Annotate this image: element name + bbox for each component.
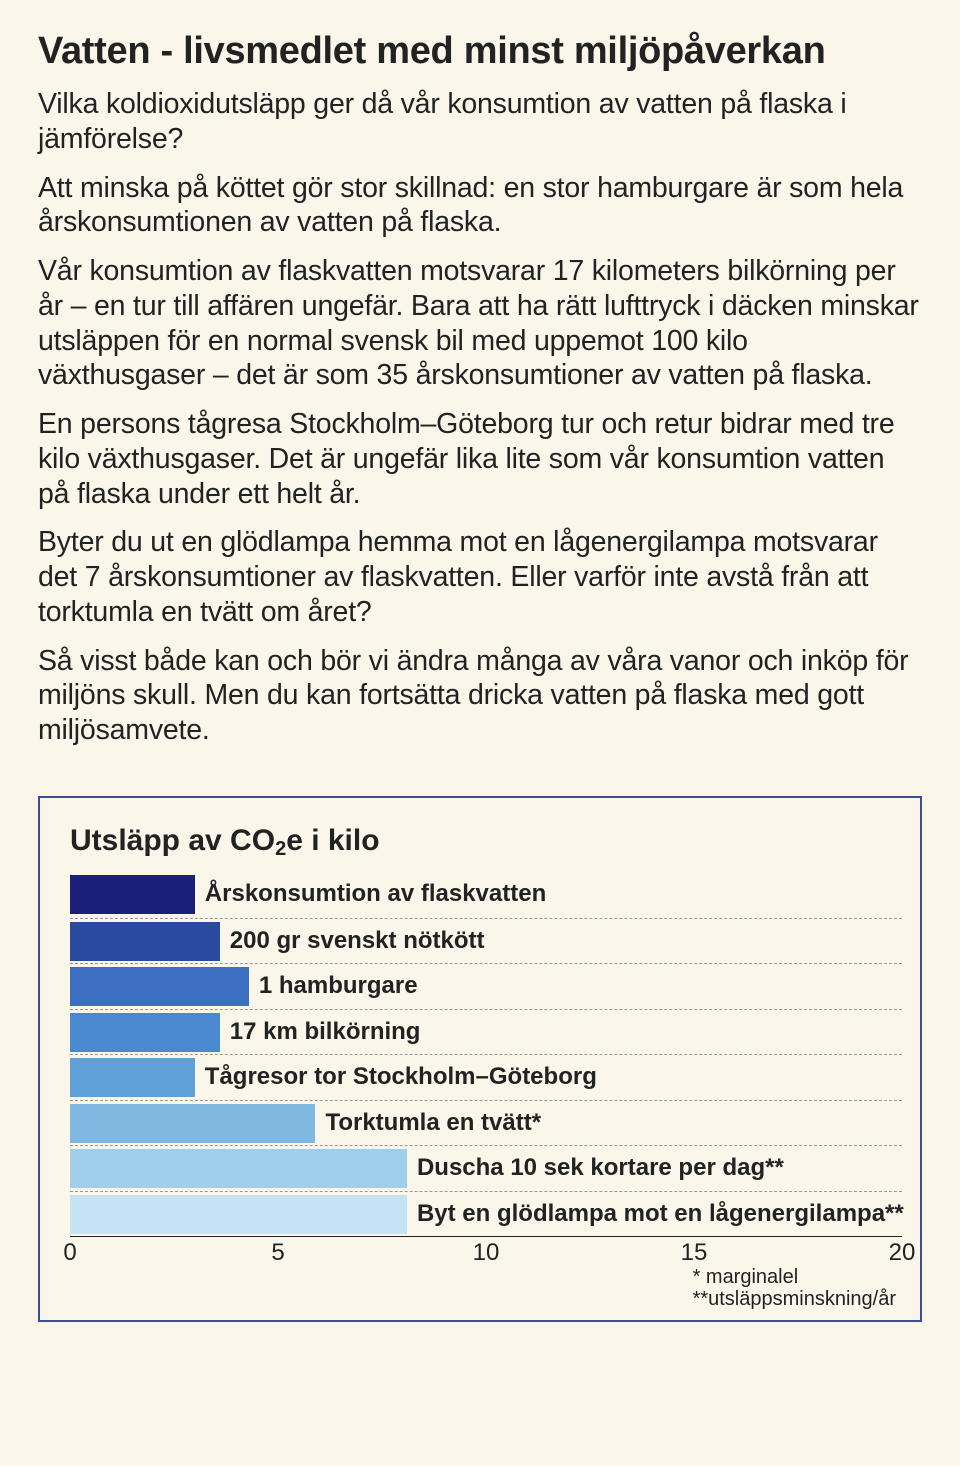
paragraph: Vilka koldioxidutsläpp ger då vår konsum… <box>38 87 922 157</box>
chart-plot-area: Årskonsumtion av flaskvatten 200 gr svens… <box>70 872 902 1272</box>
chart-title-prefix: Utsläpp av CO <box>70 824 275 857</box>
bar-label: Byt en glödlampa mot en lågenergilampa** <box>417 1200 904 1228</box>
body-text: Vilka koldioxidutsläpp ger då vår konsum… <box>38 87 922 748</box>
bar-row: Byt en glödlampa mot en lågenergilampa** <box>70 1191 902 1237</box>
chart-footnotes: * marginalel **utsläppsminskning/år <box>693 1266 896 1310</box>
page-title: Vatten - livsmedlet med minst miljöpåver… <box>38 30 922 73</box>
bar-label: Årskonsumtion av flaskvatten <box>205 880 546 908</box>
bar <box>70 1058 195 1097</box>
paragraph: Så visst både kan och bör vi ändra många… <box>38 644 922 748</box>
bar <box>70 922 220 961</box>
paragraph: Byter du ut en glödlampa hemma mot en lå… <box>38 525 922 629</box>
bar <box>70 1104 315 1143</box>
x-tick: 15 <box>681 1239 708 1267</box>
paragraph: Att minska på köttet gör stor skillnad: … <box>38 171 922 241</box>
bar-row: Torktumla en tvätt* <box>70 1100 902 1146</box>
bar-row: 1 hamburgare <box>70 963 902 1009</box>
paragraph: En persons tågresa Stockholm–Göteborg tu… <box>38 407 922 511</box>
bar-row: 17 km bilkörning <box>70 1009 902 1055</box>
bar-label: 17 km bilkörning <box>230 1018 421 1046</box>
footnote: **utsläppsminskning/år <box>693 1288 896 1310</box>
chart-title: Utsläpp av CO2e i kilo <box>70 824 896 858</box>
bar-row: Duscha 10 sek kortare per dag** <box>70 1145 902 1191</box>
bar-label: Tågresor tor Stockholm–Göteborg <box>205 1063 597 1091</box>
bar-label: Duscha 10 sek kortare per dag** <box>417 1154 784 1182</box>
bar-label: 1 hamburgare <box>259 972 418 1000</box>
bar-row: Tågresor tor Stockholm–Göteborg <box>70 1054 902 1100</box>
co2-chart: Utsläpp av CO2e i kilo Årskonsumtion av … <box>38 796 922 1322</box>
x-tick: 5 <box>271 1239 284 1267</box>
bar <box>70 967 249 1006</box>
x-tick: 0 <box>63 1239 76 1267</box>
bar-row: 200 gr svenskt nötkött <box>70 918 902 964</box>
chart-title-suffix: e i kilo <box>286 824 379 857</box>
bar-row: Årskonsumtion av flaskvatten <box>70 872 902 918</box>
footnote: * marginalel <box>693 1266 896 1288</box>
bar-label: Torktumla en tvätt* <box>325 1109 541 1137</box>
chart-title-sub: 2 <box>275 838 286 860</box>
x-tick: 20 <box>889 1239 916 1267</box>
x-tick: 10 <box>473 1239 500 1267</box>
bar <box>70 1149 407 1188</box>
chart-bars: Årskonsumtion av flaskvatten 200 gr svens… <box>70 872 902 1236</box>
paragraph: Vår konsumtion av flaskvatten motsvarar … <box>38 254 922 393</box>
bar-label: 200 gr svenskt nötkött <box>230 927 485 955</box>
bar <box>70 1013 220 1052</box>
bar <box>70 1195 407 1234</box>
bar <box>70 875 195 914</box>
